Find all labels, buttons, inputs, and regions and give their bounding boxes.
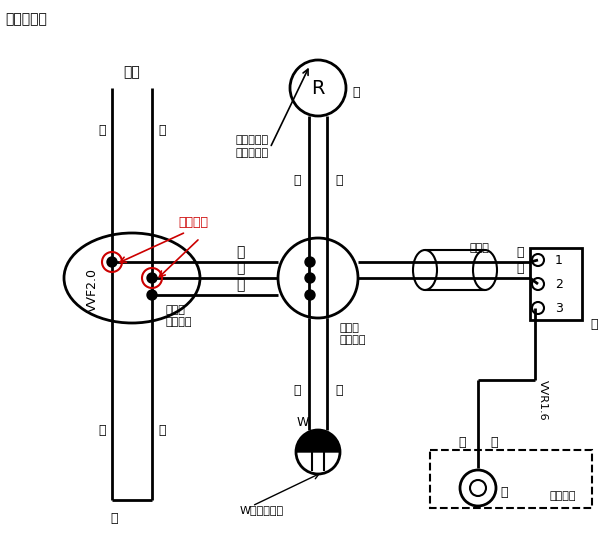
Text: ロ: ロ <box>590 317 598 330</box>
Text: スリーブ: スリーブ <box>165 317 192 327</box>
Text: 防護管: 防護管 <box>470 243 490 253</box>
Text: 白: 白 <box>293 174 301 186</box>
Circle shape <box>290 60 346 116</box>
Text: 小で圧着: 小で圧着 <box>178 215 208 229</box>
Text: VVF2.0: VVF2.0 <box>86 268 99 312</box>
Text: 白: 白 <box>236 261 244 275</box>
Circle shape <box>147 273 157 283</box>
Text: 黒: 黒 <box>335 384 342 396</box>
Circle shape <box>147 290 157 300</box>
Text: 黒: 黒 <box>335 174 342 186</box>
Text: 黒: 黒 <box>236 245 244 259</box>
Text: 【複線図】: 【複線図】 <box>5 12 47 26</box>
Text: 施工省略: 施工省略 <box>550 491 577 501</box>
Text: の端子に白: の端子に白 <box>235 148 268 158</box>
Wedge shape <box>296 430 340 452</box>
Text: 電源: 電源 <box>124 65 140 79</box>
Circle shape <box>305 273 315 283</box>
Text: 黒: 黒 <box>490 436 498 448</box>
Text: R: R <box>311 78 325 98</box>
Circle shape <box>296 430 340 474</box>
Text: 1: 1 <box>555 254 563 266</box>
Bar <box>530 248 582 320</box>
Text: 3: 3 <box>555 301 563 315</box>
Text: 白: 白 <box>516 261 524 275</box>
Text: VVR1.6: VVR1.6 <box>538 380 548 420</box>
Text: 黒: 黒 <box>99 124 106 137</box>
Text: 白: 白 <box>158 124 166 137</box>
Text: 差込形: 差込形 <box>340 323 360 333</box>
Text: 受金ねじ部: 受金ねじ部 <box>235 135 268 145</box>
Text: 2: 2 <box>555 278 563 290</box>
Text: 赤: 赤 <box>236 278 244 292</box>
Text: ロ: ロ <box>500 486 508 498</box>
Circle shape <box>305 290 315 300</box>
Text: W: W <box>297 416 309 428</box>
Text: コネクタ: コネクタ <box>340 335 367 345</box>
Circle shape <box>107 257 117 267</box>
Text: W側端子に白: W側端子に白 <box>240 505 284 515</box>
Circle shape <box>460 470 496 506</box>
Text: 白: 白 <box>158 423 166 436</box>
Text: リング: リング <box>165 305 185 315</box>
Text: 黒: 黒 <box>99 423 106 436</box>
Text: イ: イ <box>352 87 360 99</box>
Text: イ: イ <box>110 512 118 524</box>
Circle shape <box>305 257 315 267</box>
Text: 白: 白 <box>293 384 301 396</box>
Bar <box>430 450 592 508</box>
Text: 黒: 黒 <box>516 245 524 259</box>
Text: 白: 白 <box>458 436 466 448</box>
